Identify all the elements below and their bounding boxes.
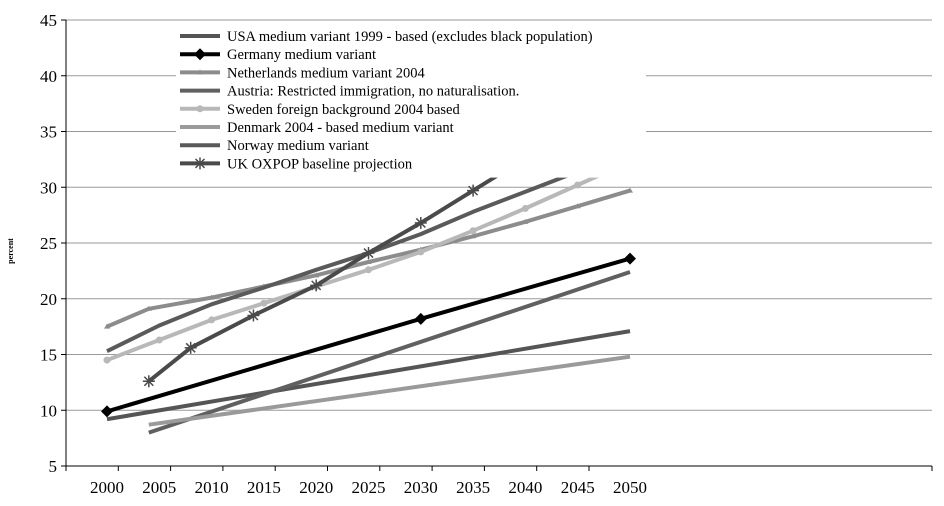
data-point — [247, 309, 260, 322]
x-tick-label: 2015 — [247, 478, 281, 497]
data-point — [155, 336, 163, 344]
y-tick-label: 40 — [40, 67, 57, 86]
legend-label: Sweden foreign background 2004 based — [227, 102, 460, 118]
x-tick-label: 2045 — [561, 478, 595, 497]
legend-marker — [194, 48, 206, 61]
data-point — [142, 375, 155, 388]
legend-item: Sweden foreign background 2004 based — [180, 102, 460, 118]
y-tick-label: 5 — [49, 457, 58, 476]
x-tick-label: 2030 — [404, 478, 438, 497]
data-point — [208, 294, 215, 300]
data-point — [145, 305, 152, 311]
data-point — [313, 272, 320, 278]
data-point — [469, 227, 477, 235]
data-point — [624, 252, 636, 265]
series-1 — [106, 329, 631, 422]
y-tick-label: 10 — [40, 401, 57, 420]
x-tick-label: 2035 — [456, 478, 490, 497]
legend: USA medium variant 1999 - based (exclude… — [176, 26, 646, 178]
legend-label: Austria: Restricted immigration, no natu… — [227, 84, 519, 100]
series-4 — [148, 270, 631, 435]
series-2 — [101, 252, 636, 418]
legend-label: Germany medium variant — [227, 47, 376, 63]
x-tick-label: 2000 — [90, 478, 124, 497]
data-point — [101, 405, 113, 418]
legend-marker — [196, 105, 204, 113]
data-point — [260, 299, 268, 307]
x-tick-label: 2050 — [613, 478, 647, 497]
y-tick-label: 15 — [40, 346, 57, 365]
data-point — [467, 184, 480, 197]
legend-label: Netherlands medium variant 2004 — [227, 65, 425, 81]
x-tick-label: 2005 — [142, 478, 176, 497]
x-tick-label: 2020 — [299, 478, 333, 497]
series-line — [106, 329, 631, 422]
legend-item: Germany medium variant — [180, 47, 376, 63]
legend-label: UK OXPOP baseline projection — [227, 156, 413, 172]
legend-marker — [194, 157, 206, 170]
y-tick-label: 30 — [40, 178, 57, 197]
data-point — [310, 279, 323, 292]
data-point — [208, 316, 216, 324]
series-line — [106, 256, 631, 414]
data-point — [414, 216, 427, 229]
y-tick-label: 45 — [40, 11, 57, 30]
data-point — [103, 356, 111, 364]
y-tick-label: 25 — [40, 234, 57, 253]
data-point — [522, 218, 529, 224]
x-tick-label: 2025 — [352, 478, 386, 497]
y-tick-label: 20 — [40, 290, 57, 309]
legend-item: Netherlands medium variant 2004 — [180, 65, 425, 81]
x-tick-label: 2010 — [195, 478, 229, 497]
data-point — [365, 266, 372, 274]
legend-label: USA medium variant 1999 - based (exclude… — [227, 29, 593, 45]
data-point — [574, 203, 581, 209]
series-6 — [148, 354, 631, 427]
legend-item: USA medium variant 1999 - based (exclude… — [180, 29, 593, 45]
data-point — [417, 248, 425, 256]
data-point — [365, 258, 372, 264]
legend-item: Austria: Restricted immigration, no natu… — [180, 84, 519, 100]
data-point — [362, 247, 375, 260]
data-point — [521, 204, 529, 212]
legend-item: Norway medium variant — [180, 138, 369, 154]
series-line — [148, 270, 631, 435]
data-point — [414, 312, 427, 325]
x-tick-label: 2040 — [508, 478, 542, 497]
legend-label: Denmark 2004 - based medium variant — [227, 120, 454, 136]
y-tick-label: 35 — [40, 123, 57, 142]
data-point — [574, 181, 582, 189]
data-point — [184, 341, 197, 354]
legend-item: Denmark 2004 - based medium variant — [180, 120, 454, 136]
legend-marker — [197, 69, 203, 75]
data-point — [627, 187, 633, 193]
legend-background — [176, 26, 646, 178]
data-point — [104, 323, 110, 329]
data-point — [470, 233, 477, 239]
legend-label: Norway medium variant — [227, 138, 369, 154]
legend-item: UK OXPOP baseline projection — [180, 156, 413, 172]
y-axis-label: percent — [6, 238, 15, 264]
series-line — [148, 354, 631, 427]
